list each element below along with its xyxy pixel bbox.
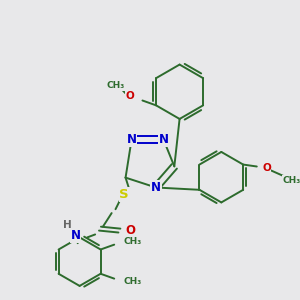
- Text: CH₃: CH₃: [124, 237, 142, 246]
- Text: S: S: [119, 188, 129, 201]
- Text: CH₃: CH₃: [124, 277, 142, 286]
- Text: CH₃: CH₃: [283, 176, 300, 184]
- Text: N: N: [127, 133, 136, 146]
- Text: N: N: [71, 229, 81, 242]
- Text: N: N: [151, 181, 161, 194]
- Text: O: O: [262, 164, 271, 173]
- Text: H: H: [63, 220, 71, 230]
- Text: O: O: [125, 91, 134, 100]
- Text: N: N: [158, 133, 169, 146]
- Text: O: O: [125, 224, 135, 237]
- Text: CH₃: CH₃: [106, 81, 124, 90]
